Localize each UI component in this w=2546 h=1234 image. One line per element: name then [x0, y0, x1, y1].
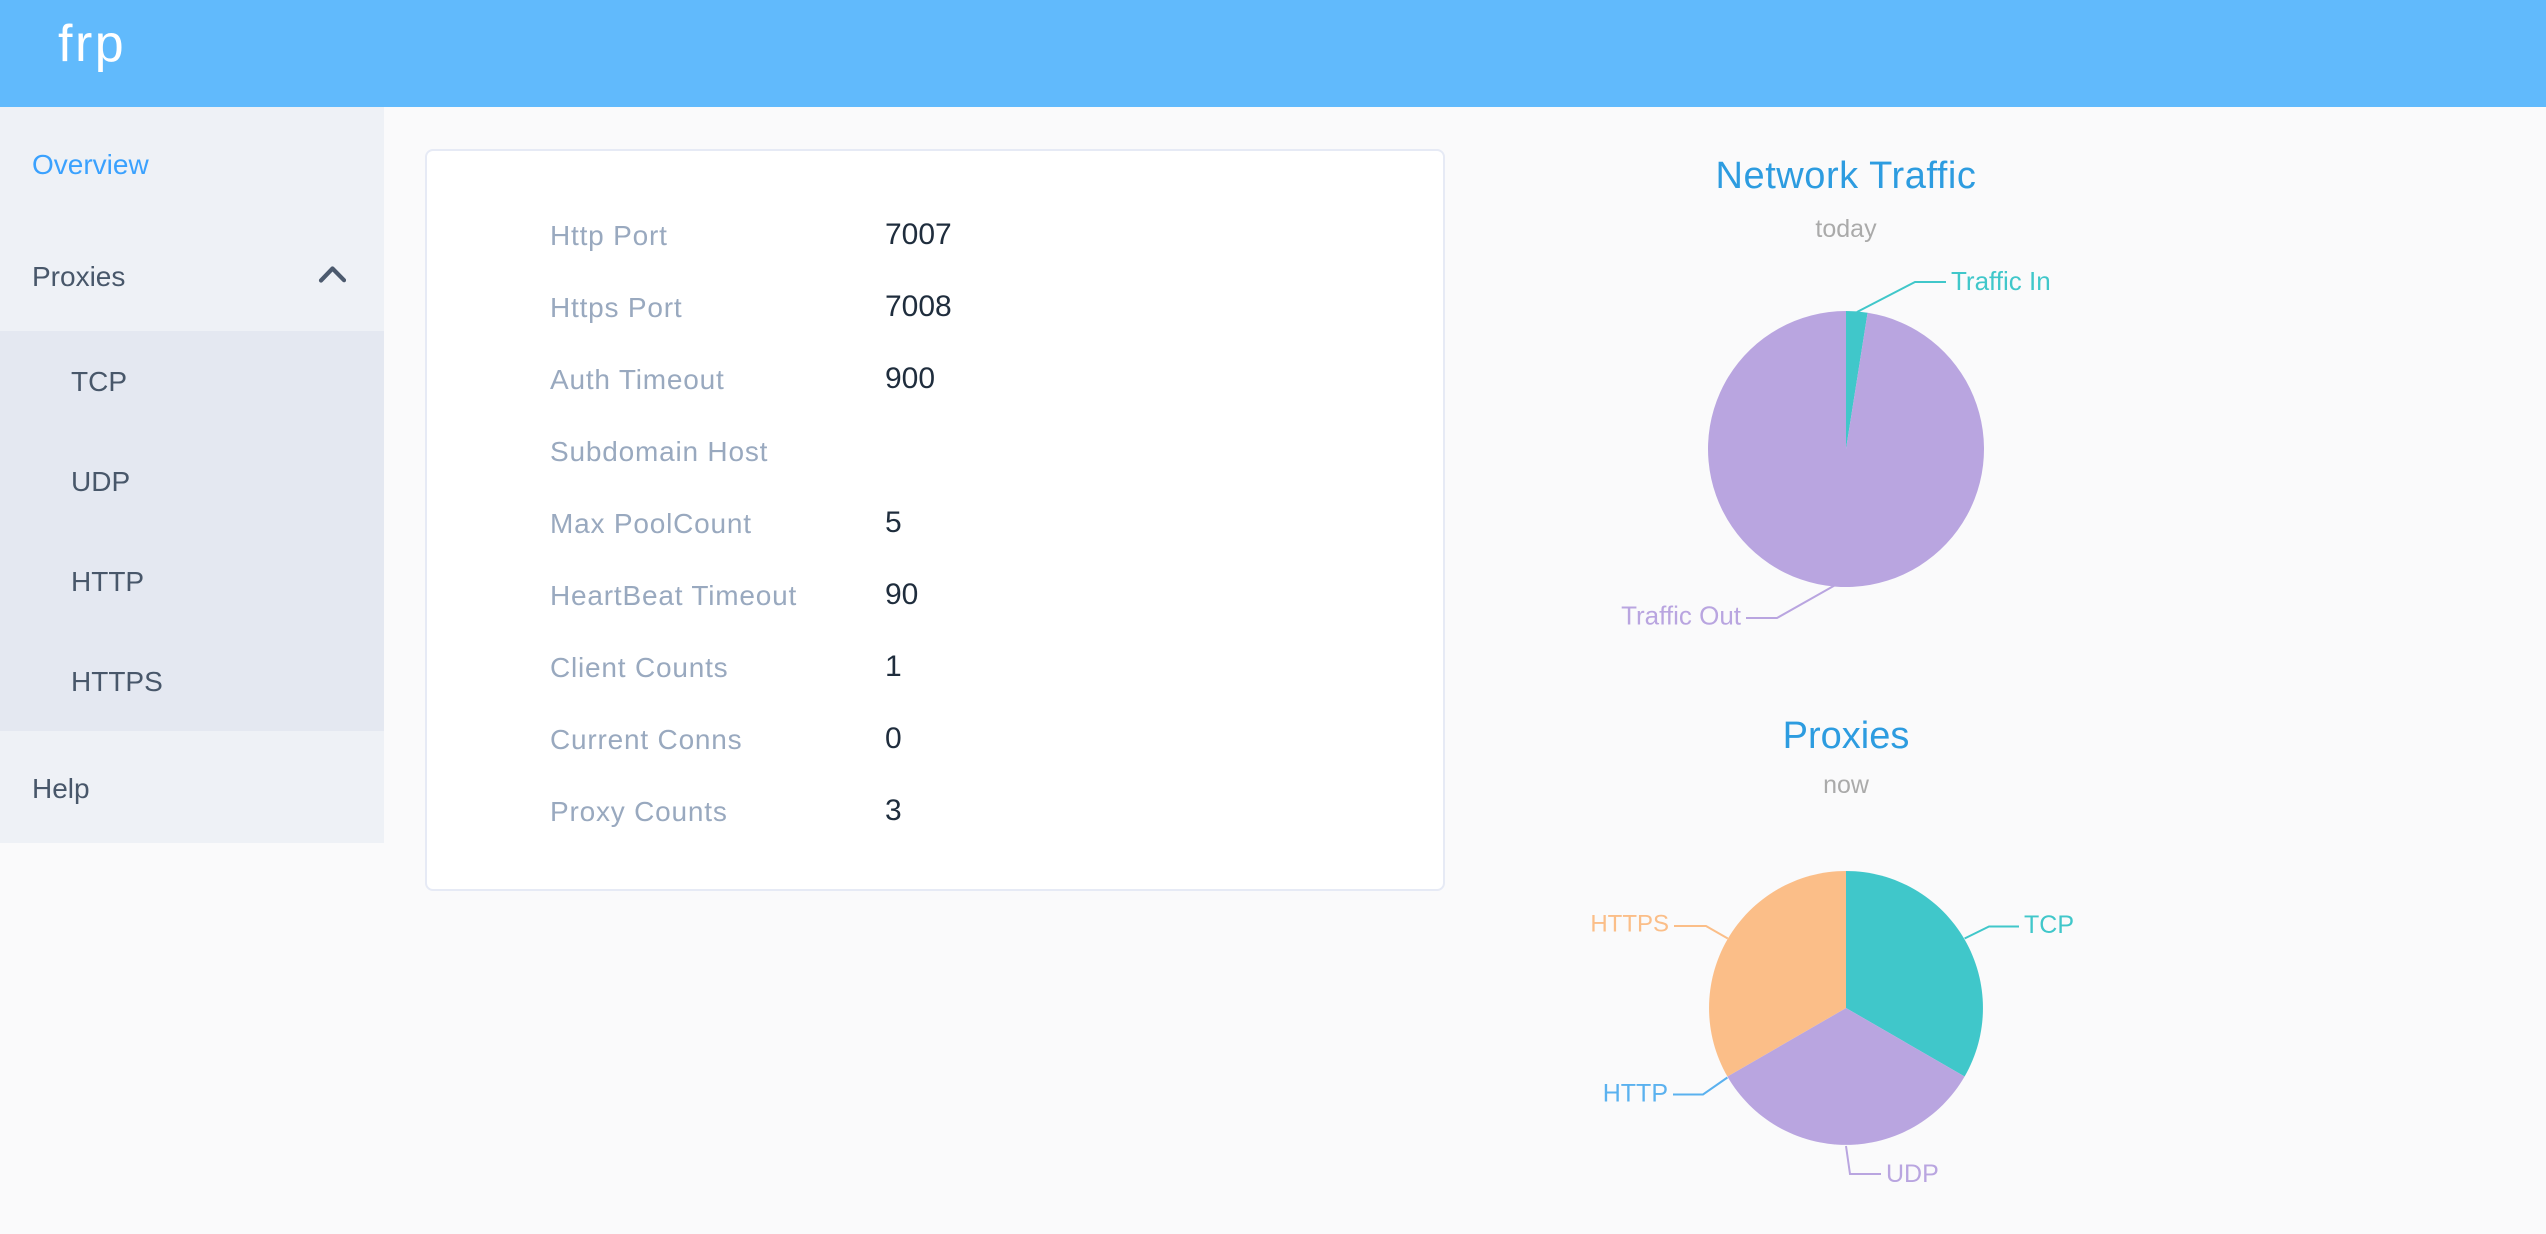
svg-text:Proxies: Proxies [1783, 715, 1910, 757]
svg-text:UDP: UDP [1886, 1160, 1939, 1188]
svg-text:Traffic In: Traffic In [1951, 266, 2051, 296]
svg-text:now: now [1823, 771, 1870, 799]
svg-text:today: today [1815, 215, 1877, 243]
svg-text:Traffic Out: Traffic Out [1621, 601, 1742, 631]
svg-text:TCP: TCP [2024, 911, 2074, 939]
svg-text:HTTPS: HTTPS [1590, 911, 1669, 938]
svg-text:Network Traffic: Network Traffic [1716, 155, 1977, 197]
svg-text:HTTP: HTTP [1603, 1080, 1668, 1108]
